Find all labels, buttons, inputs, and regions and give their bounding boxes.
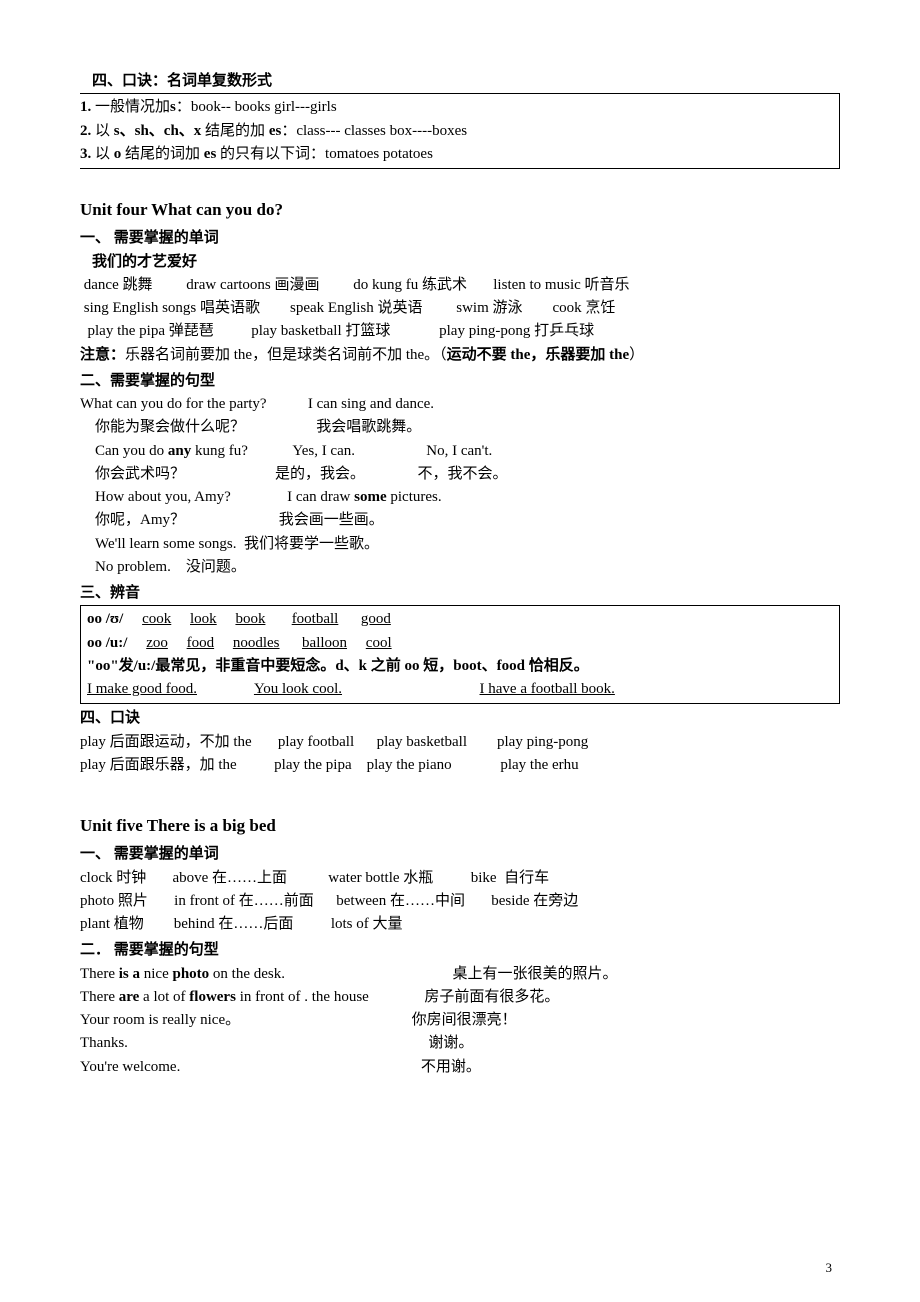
section-4a-title: 四、口诀：名词单复数形式 — [92, 70, 840, 93]
unit5-sec1-heading: 一、 需要掌握的单词 — [80, 843, 840, 866]
sentence-en: We'll learn some songs. 我们将要学一些歌。 — [80, 533, 840, 556]
vocab-line: play the pipa 弹琵琶 play basketball 打篮球 pl… — [80, 320, 840, 343]
sentence-en: How about you, Amy? I can draw some pict… — [80, 486, 840, 509]
sentence-en: What can you do for the party? I can sin… — [80, 393, 840, 416]
page: 四、口诀：名词单复数形式 1. 一般情况加s：book-- books girl… — [0, 0, 920, 1302]
vocab-line: plant 植物 behind 在……后面 lots of 大量 — [80, 913, 840, 936]
phonics-rule: "oo"发/u:/最常见，非重音中要短念。d、k 之前 oo 短，boot、fo… — [87, 655, 833, 678]
sentence-row: There are a lot of flowers in front of .… — [80, 986, 840, 1009]
unit4-sec1-heading: 一、 需要掌握的单词 — [80, 227, 840, 250]
vocab-line: clock 时钟 above 在……上面 water bottle 水瓶 bik… — [80, 867, 840, 890]
unit4-title: Unit four What can you do? — [80, 197, 840, 223]
sentence-row: There is a nice photo on the desk. 桌上有一张… — [80, 963, 840, 986]
unit4-sec1-sub: 我们的才艺爱好 — [92, 251, 840, 274]
plural-rules-box: 1. 一般情况加s：book-- books girl---girls 2. 以… — [80, 93, 840, 169]
page-number: 3 — [826, 1258, 833, 1278]
sentence-zh: 你呢，Amy？ 我会画一些画。 — [80, 509, 840, 532]
sentence-row: Your room is really nice。 你房间很漂亮！ — [80, 1009, 840, 1032]
vocab-line: sing English songs 唱英语歌 speak English 说英… — [80, 297, 840, 320]
unit5-sec2-heading: 二． 需要掌握的句型 — [80, 939, 840, 962]
unit4-sec4-heading: 四、口诀 — [80, 707, 840, 730]
jingle-line: play 后面跟乐器，加 the play the pipa play the … — [80, 754, 840, 777]
sentence-en: No problem. 没问题。 — [80, 556, 840, 579]
phonics-examples: I make good food. You look cool. I have … — [87, 678, 833, 701]
phonics-row: oo /u:/ zoo food noodles balloon cool — [87, 632, 833, 655]
jingle-line: play 后面跟运动，不加 the play football play bas… — [80, 731, 840, 754]
vocab-line: dance 跳舞 draw cartoons 画漫画 do kung fu 练武… — [80, 274, 840, 297]
unit4-note: 注意：乐器名词前要加 the，但是球类名词前不加 the。（运动不要 the，乐… — [80, 344, 840, 367]
sentence-row: You're welcome. 不用谢。 — [80, 1056, 840, 1079]
plural-rule: 1. 一般情况加s：book-- books girl---girls — [80, 96, 833, 119]
sentence-zh: 你能为聚会做什么呢？ 我会唱歌跳舞。 — [80, 416, 840, 439]
sentence-row: Thanks. 谢谢。 — [80, 1032, 840, 1055]
sentence-en: Can you do any kung fu? Yes, I can. No, … — [80, 440, 840, 463]
sentence-zh: 你会武术吗？ 是的，我会。 不，我不会。 — [80, 463, 840, 486]
phonics-row: oo /ʊ/ cook look book football good — [87, 608, 833, 631]
unit4-sec2-heading: 二、需要掌握的句型 — [80, 370, 840, 393]
plural-rule: 2. 以 s、sh、ch、x 结尾的加 es：class--- classes … — [80, 120, 833, 143]
vocab-line: photo 照片 in front of 在……前面 between 在……中间… — [80, 890, 840, 913]
plural-rule: 3. 以 o 结尾的词加 es 的只有以下词：tomatoes potatoes — [80, 143, 833, 166]
unit4-sec3-heading: 三、辨音 — [80, 582, 840, 605]
phonics-box: oo /ʊ/ cook look book football good oo /… — [80, 605, 840, 704]
unit5-title: Unit five There is a big bed — [80, 813, 840, 839]
